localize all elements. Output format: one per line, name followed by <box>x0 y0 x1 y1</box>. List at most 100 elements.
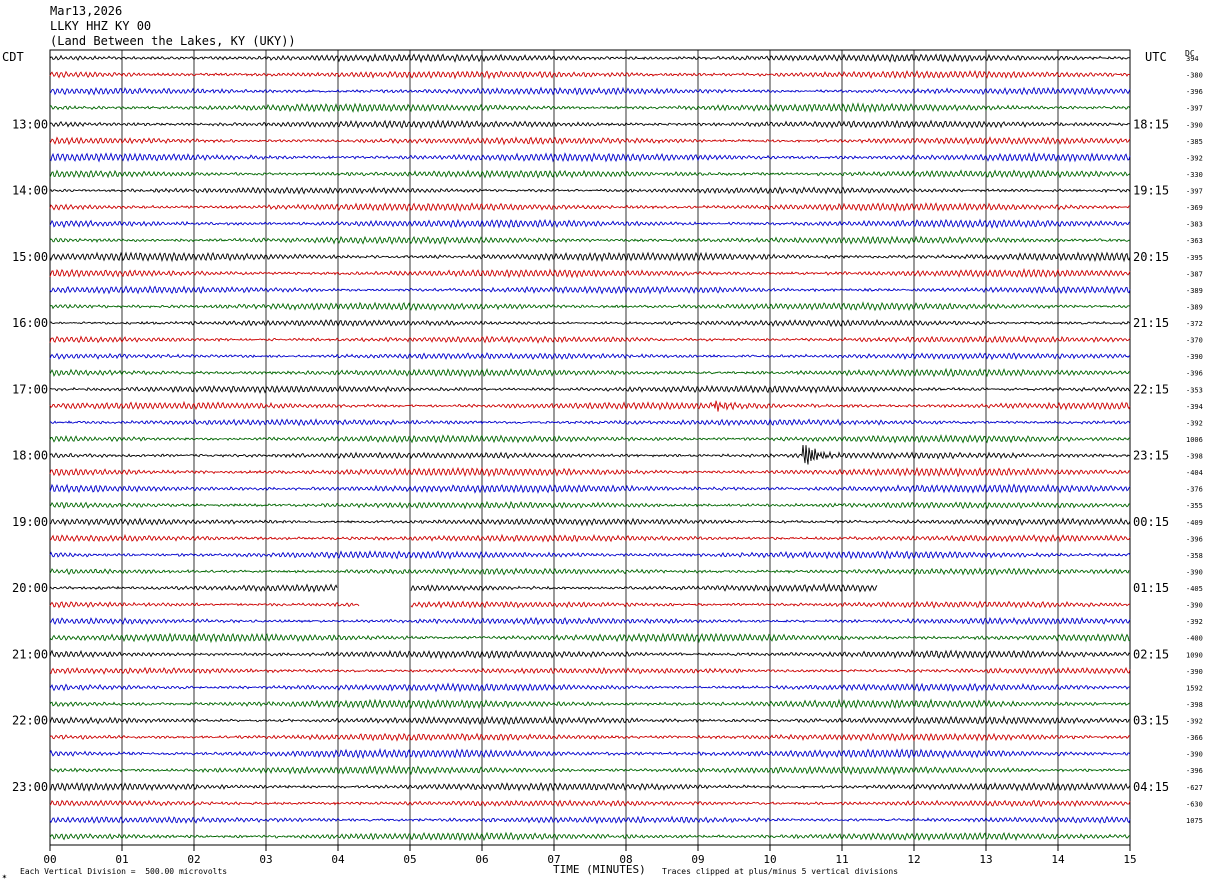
trace-row <box>49 698 1131 710</box>
trace-row <box>49 682 1131 693</box>
trace-row <box>49 69 1131 80</box>
x-tick-label: 11 <box>835 853 848 866</box>
trace-row <box>49 418 1131 427</box>
dc-offset-label: -385 <box>1186 138 1203 146</box>
dc-offset-label: 1090 <box>1186 651 1203 659</box>
dc-offset-label: -383 <box>1186 221 1203 229</box>
dc-offset-label: 1075 <box>1186 817 1203 825</box>
dc-offset-label: 394 <box>1186 55 1199 63</box>
dc-offset-label: 1592 <box>1186 684 1203 692</box>
right-hour-label: 18:15 <box>1133 117 1169 131</box>
right-hour-label: 20:15 <box>1133 250 1169 264</box>
trace-row <box>49 517 1131 527</box>
dc-offset-label: -392 <box>1186 718 1203 726</box>
x-tick-label: 12 <box>907 853 920 866</box>
x-tick-label: 06 <box>475 853 488 866</box>
dc-offset-label: -394 <box>1186 403 1203 411</box>
trace-row <box>49 235 1131 245</box>
trace-row <box>49 151 1131 163</box>
dc-offset-label: -396 <box>1186 88 1203 96</box>
trace-row <box>49 550 1131 560</box>
right-hour-label: 22:15 <box>1133 382 1169 396</box>
dc-offset-label: -363 <box>1186 237 1203 245</box>
right-hour-label: 21:15 <box>1133 316 1169 330</box>
trace-row <box>49 444 1130 465</box>
left-hour-label: 14:00 <box>12 184 48 198</box>
trace-row <box>49 815 1131 825</box>
dc-offset-label: -355 <box>1186 502 1203 510</box>
station-code: LLKY HHZ KY 00 <box>50 19 152 33</box>
trace-row <box>49 764 1131 776</box>
dc-offset-label: -389 <box>1186 303 1203 311</box>
dc-offset-label: -390 <box>1186 121 1203 129</box>
trace-row <box>49 384 1131 394</box>
trace-row <box>49 600 1131 609</box>
trace-row <box>49 567 1130 576</box>
trace-row <box>49 616 1131 626</box>
trace-row <box>49 301 1131 312</box>
dc-offset-label: -395 <box>1186 254 1203 262</box>
dc-offset-label: -392 <box>1186 618 1203 626</box>
x-tick-label: 02 <box>187 853 200 866</box>
right-hour-label: 01:15 <box>1133 581 1169 595</box>
trace-row <box>49 583 878 593</box>
right-hour-label: 02:15 <box>1133 647 1169 661</box>
plot-frame <box>49 49 1131 846</box>
trace-row <box>49 781 1131 792</box>
x-tick-label: 14 <box>1051 853 1065 866</box>
trace-row <box>49 747 1131 760</box>
left-hour-label: 13:00 <box>12 117 48 131</box>
trace-row <box>49 831 1131 842</box>
left-timezone-label: CDT <box>2 50 24 64</box>
trace-row <box>49 732 1131 742</box>
dc-offset-label: -392 <box>1186 154 1203 162</box>
dc-offset-label: -358 <box>1186 552 1203 560</box>
left-hour-label: 15:00 <box>12 250 48 264</box>
x-tick-label: 01 <box>115 853 128 866</box>
x-tick-label: 09 <box>691 853 704 866</box>
trace-row <box>49 715 1131 726</box>
trace-row <box>49 119 1131 130</box>
trace-row <box>49 433 1131 444</box>
dc-offset-label: -397 <box>1186 188 1203 196</box>
dc-offset-label: -396 <box>1186 370 1203 378</box>
dc-offset-label: -372 <box>1186 320 1203 328</box>
x-tick-label: 10 <box>763 853 776 866</box>
dc-offset-label: -409 <box>1186 519 1203 527</box>
right-hour-label: 03:15 <box>1133 714 1169 728</box>
trace-row <box>49 367 1131 378</box>
left-hour-label: 19:00 <box>12 515 48 529</box>
trace-row <box>49 533 1131 543</box>
x-tick-label: 13 <box>979 853 992 866</box>
x-tick-label: 07 <box>547 853 560 866</box>
left-hour-label: 22:00 <box>12 714 48 728</box>
dc-offset-label: -396 <box>1186 767 1203 775</box>
trace-row <box>49 500 1131 510</box>
x-tick-label: 08 <box>619 853 632 866</box>
x-tick-label: 04 <box>331 853 345 866</box>
trace-row <box>49 666 1131 675</box>
x-tick-label: 05 <box>403 853 416 866</box>
trace-row <box>49 483 1131 494</box>
dc-offset-label: -390 <box>1186 751 1203 759</box>
dc-offset-label: -398 <box>1186 453 1203 461</box>
dc-offset-label: -387 <box>1186 270 1203 278</box>
left-hour-label: 21:00 <box>12 647 48 661</box>
trace-row <box>49 102 1131 114</box>
dc-offset-header: DC <box>1185 49 1195 58</box>
trace-row <box>49 202 1131 213</box>
trace-row <box>49 218 1131 229</box>
dc-offset-label: -398 <box>1186 701 1203 709</box>
dc-offset-label: -353 <box>1186 386 1203 394</box>
dc-offset-label: -630 <box>1186 800 1203 808</box>
trace-row <box>49 649 1131 660</box>
dc-offset-label: -627 <box>1186 784 1203 792</box>
x-tick-label: 00 <box>43 853 56 866</box>
trace-row <box>49 285 1131 295</box>
scale-note: Each Vertical Division = 500.00 microvol… <box>20 867 228 876</box>
trace-row <box>49 53 1131 64</box>
clip-note: Traces clipped at plus/minus 5 vertical … <box>662 867 899 876</box>
dc-offset-label: -376 <box>1186 486 1203 494</box>
left-hour-label: 16:00 <box>12 316 48 330</box>
dc-offset-label: -366 <box>1186 734 1203 742</box>
